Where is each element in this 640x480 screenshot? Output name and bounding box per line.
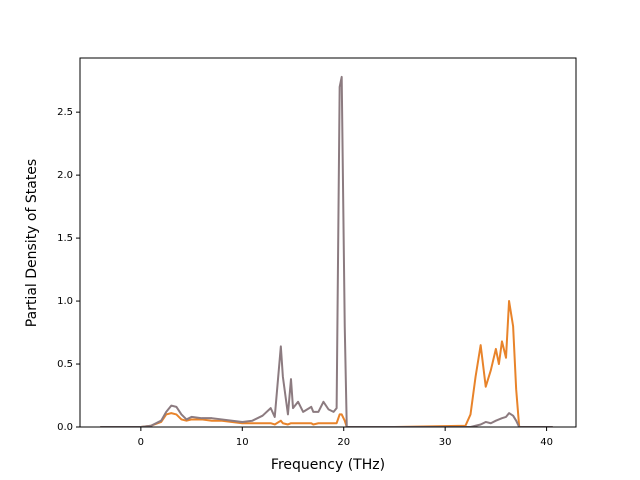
x-tick-label: 20 [337, 437, 350, 448]
x-axis-label: Frequency (THz) [271, 457, 385, 473]
x-tick-label: 10 [236, 437, 249, 448]
data-line [100, 300, 553, 427]
y-axis-label: Partial Density of States [24, 159, 40, 327]
y-tick-label: 0.0 [57, 422, 73, 433]
x-tick-label: 30 [439, 437, 452, 448]
y-tick-label: 2.5 [57, 107, 73, 118]
y-tick-label: 0.5 [57, 359, 73, 370]
y-tick-label: 1.5 [57, 233, 73, 244]
x-tick-label: 40 [540, 437, 553, 448]
y-tick-label: 1.0 [57, 296, 73, 307]
y-tick-label: 2.0 [57, 170, 73, 181]
x-tick-label: 0 [138, 437, 144, 448]
plot-frame [79, 57, 577, 428]
data-line [100, 75, 553, 427]
